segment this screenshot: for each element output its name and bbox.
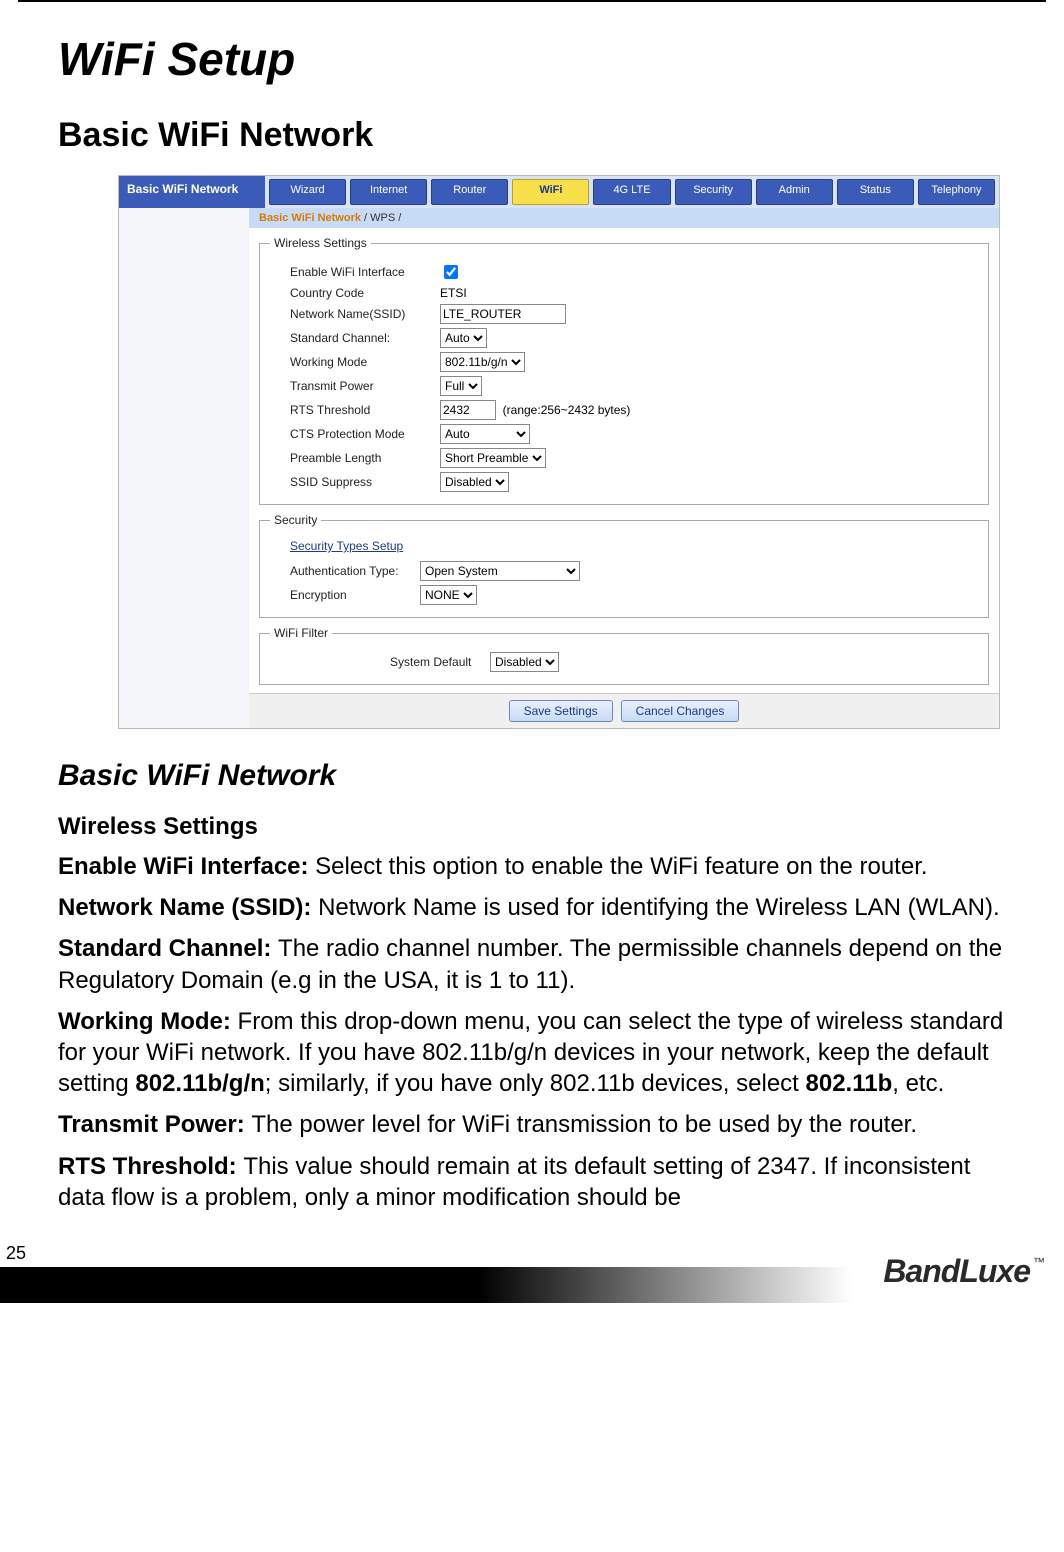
subnav-sep: / xyxy=(361,212,370,224)
sidebar-title: Basic WiFi Network xyxy=(119,176,265,208)
subnav-active[interactable]: Basic WiFi Network xyxy=(259,212,361,224)
country-code-value: ETSI xyxy=(440,286,467,300)
page-footer: 25 BandLuxe™ xyxy=(0,1243,1064,1303)
security-legend: Security xyxy=(270,513,321,527)
para-mode: Working Mode: From this drop-down menu, … xyxy=(58,1006,1006,1100)
ssid-label: Network Name(SSID) xyxy=(290,307,440,321)
brand-logo: BandLuxe™ xyxy=(883,1253,1044,1290)
cts-label: CTS Protection Mode xyxy=(290,427,440,441)
wireless-settings-group: Wireless Settings Enable WiFi Interface … xyxy=(259,236,989,505)
wireless-legend: Wireless Settings xyxy=(270,236,371,250)
sidebar-spacer xyxy=(119,208,249,728)
sub-nav: Basic WiFi Network / WPS / xyxy=(249,208,999,228)
tab-4glte[interactable]: 4G LTE xyxy=(593,179,670,205)
cancel-button[interactable]: Cancel Changes xyxy=(621,700,740,722)
doc-section-title: Basic WiFi Network xyxy=(58,759,1006,793)
tab-bar: Wizard Internet Router WiFi 4G LTE Secur… xyxy=(265,176,999,208)
txpower-label: Transmit Power xyxy=(290,379,440,393)
country-code-label: Country Code xyxy=(290,286,440,300)
tab-wifi[interactable]: WiFi xyxy=(512,179,589,205)
channel-label: Standard Channel: xyxy=(290,331,440,345)
ssid-input[interactable] xyxy=(440,304,566,324)
txpower-select[interactable]: Full xyxy=(440,376,482,396)
tab-status[interactable]: Status xyxy=(837,179,914,205)
preamble-select[interactable]: Short Preamble xyxy=(440,448,546,468)
sysdef-select[interactable]: Disabled xyxy=(490,652,559,672)
suppress-select[interactable]: Disabled xyxy=(440,472,509,492)
section-title: Basic WiFi Network xyxy=(58,116,1006,155)
filter-legend: WiFi Filter xyxy=(270,626,332,640)
page-title: WiFi Setup xyxy=(58,32,1006,86)
cts-select[interactable]: Auto xyxy=(440,424,530,444)
para-ssid: Network Name (SSID): Network Name is use… xyxy=(58,892,1006,923)
tab-internet[interactable]: Internet xyxy=(350,179,427,205)
security-types-link[interactable]: Security Types Setup xyxy=(290,539,978,553)
button-bar: Save Settings Cancel Changes xyxy=(249,693,999,728)
security-group: Security Security Types Setup Authentica… xyxy=(259,513,989,618)
subnav-wps[interactable]: WPS xyxy=(370,212,395,224)
page-number: 25 xyxy=(6,1243,26,1264)
preamble-label: Preamble Length xyxy=(290,451,440,465)
para-txpower: Transmit Power: The power level for WiFi… xyxy=(58,1109,1006,1140)
tab-security[interactable]: Security xyxy=(675,179,752,205)
suppress-label: SSID Suppress xyxy=(290,475,440,489)
enable-wifi-label: Enable WiFi Interface xyxy=(290,265,440,279)
auth-label: Authentication Type: xyxy=(290,564,420,578)
para-enable: Enable WiFi Interface: Select this optio… xyxy=(58,851,1006,882)
wifi-filter-group: WiFi Filter System Default Disabled xyxy=(259,626,989,685)
tab-router[interactable]: Router xyxy=(431,179,508,205)
tab-telephony[interactable]: Telephony xyxy=(918,179,995,205)
mode-label: Working Mode xyxy=(290,355,440,369)
channel-select[interactable]: Auto xyxy=(440,328,487,348)
tab-admin[interactable]: Admin xyxy=(756,179,833,205)
mode-select[interactable]: 802.11b/g/n xyxy=(440,352,525,372)
enc-label: Encryption xyxy=(290,588,420,602)
rts-hint: (range:256~2432 bytes) xyxy=(503,403,631,417)
para-rts: RTS Threshold: This value should remain … xyxy=(58,1151,1006,1213)
tab-wizard[interactable]: Wizard xyxy=(269,179,346,205)
rts-input[interactable] xyxy=(440,400,496,420)
save-button[interactable]: Save Settings xyxy=(509,700,613,722)
doc-subsection-title: Wireless Settings xyxy=(58,813,1006,841)
sysdef-label: System Default xyxy=(390,655,490,669)
enc-select[interactable]: NONE xyxy=(420,585,477,605)
rts-label: RTS Threshold xyxy=(290,403,440,417)
auth-select[interactable]: Open System xyxy=(420,561,580,581)
para-channel: Standard Channel: The radio channel numb… xyxy=(58,933,1006,995)
subnav-trail: / xyxy=(395,212,401,224)
router-ui-screenshot: Basic WiFi Network Wizard Internet Route… xyxy=(118,175,1000,729)
enable-wifi-checkbox[interactable] xyxy=(444,265,458,279)
